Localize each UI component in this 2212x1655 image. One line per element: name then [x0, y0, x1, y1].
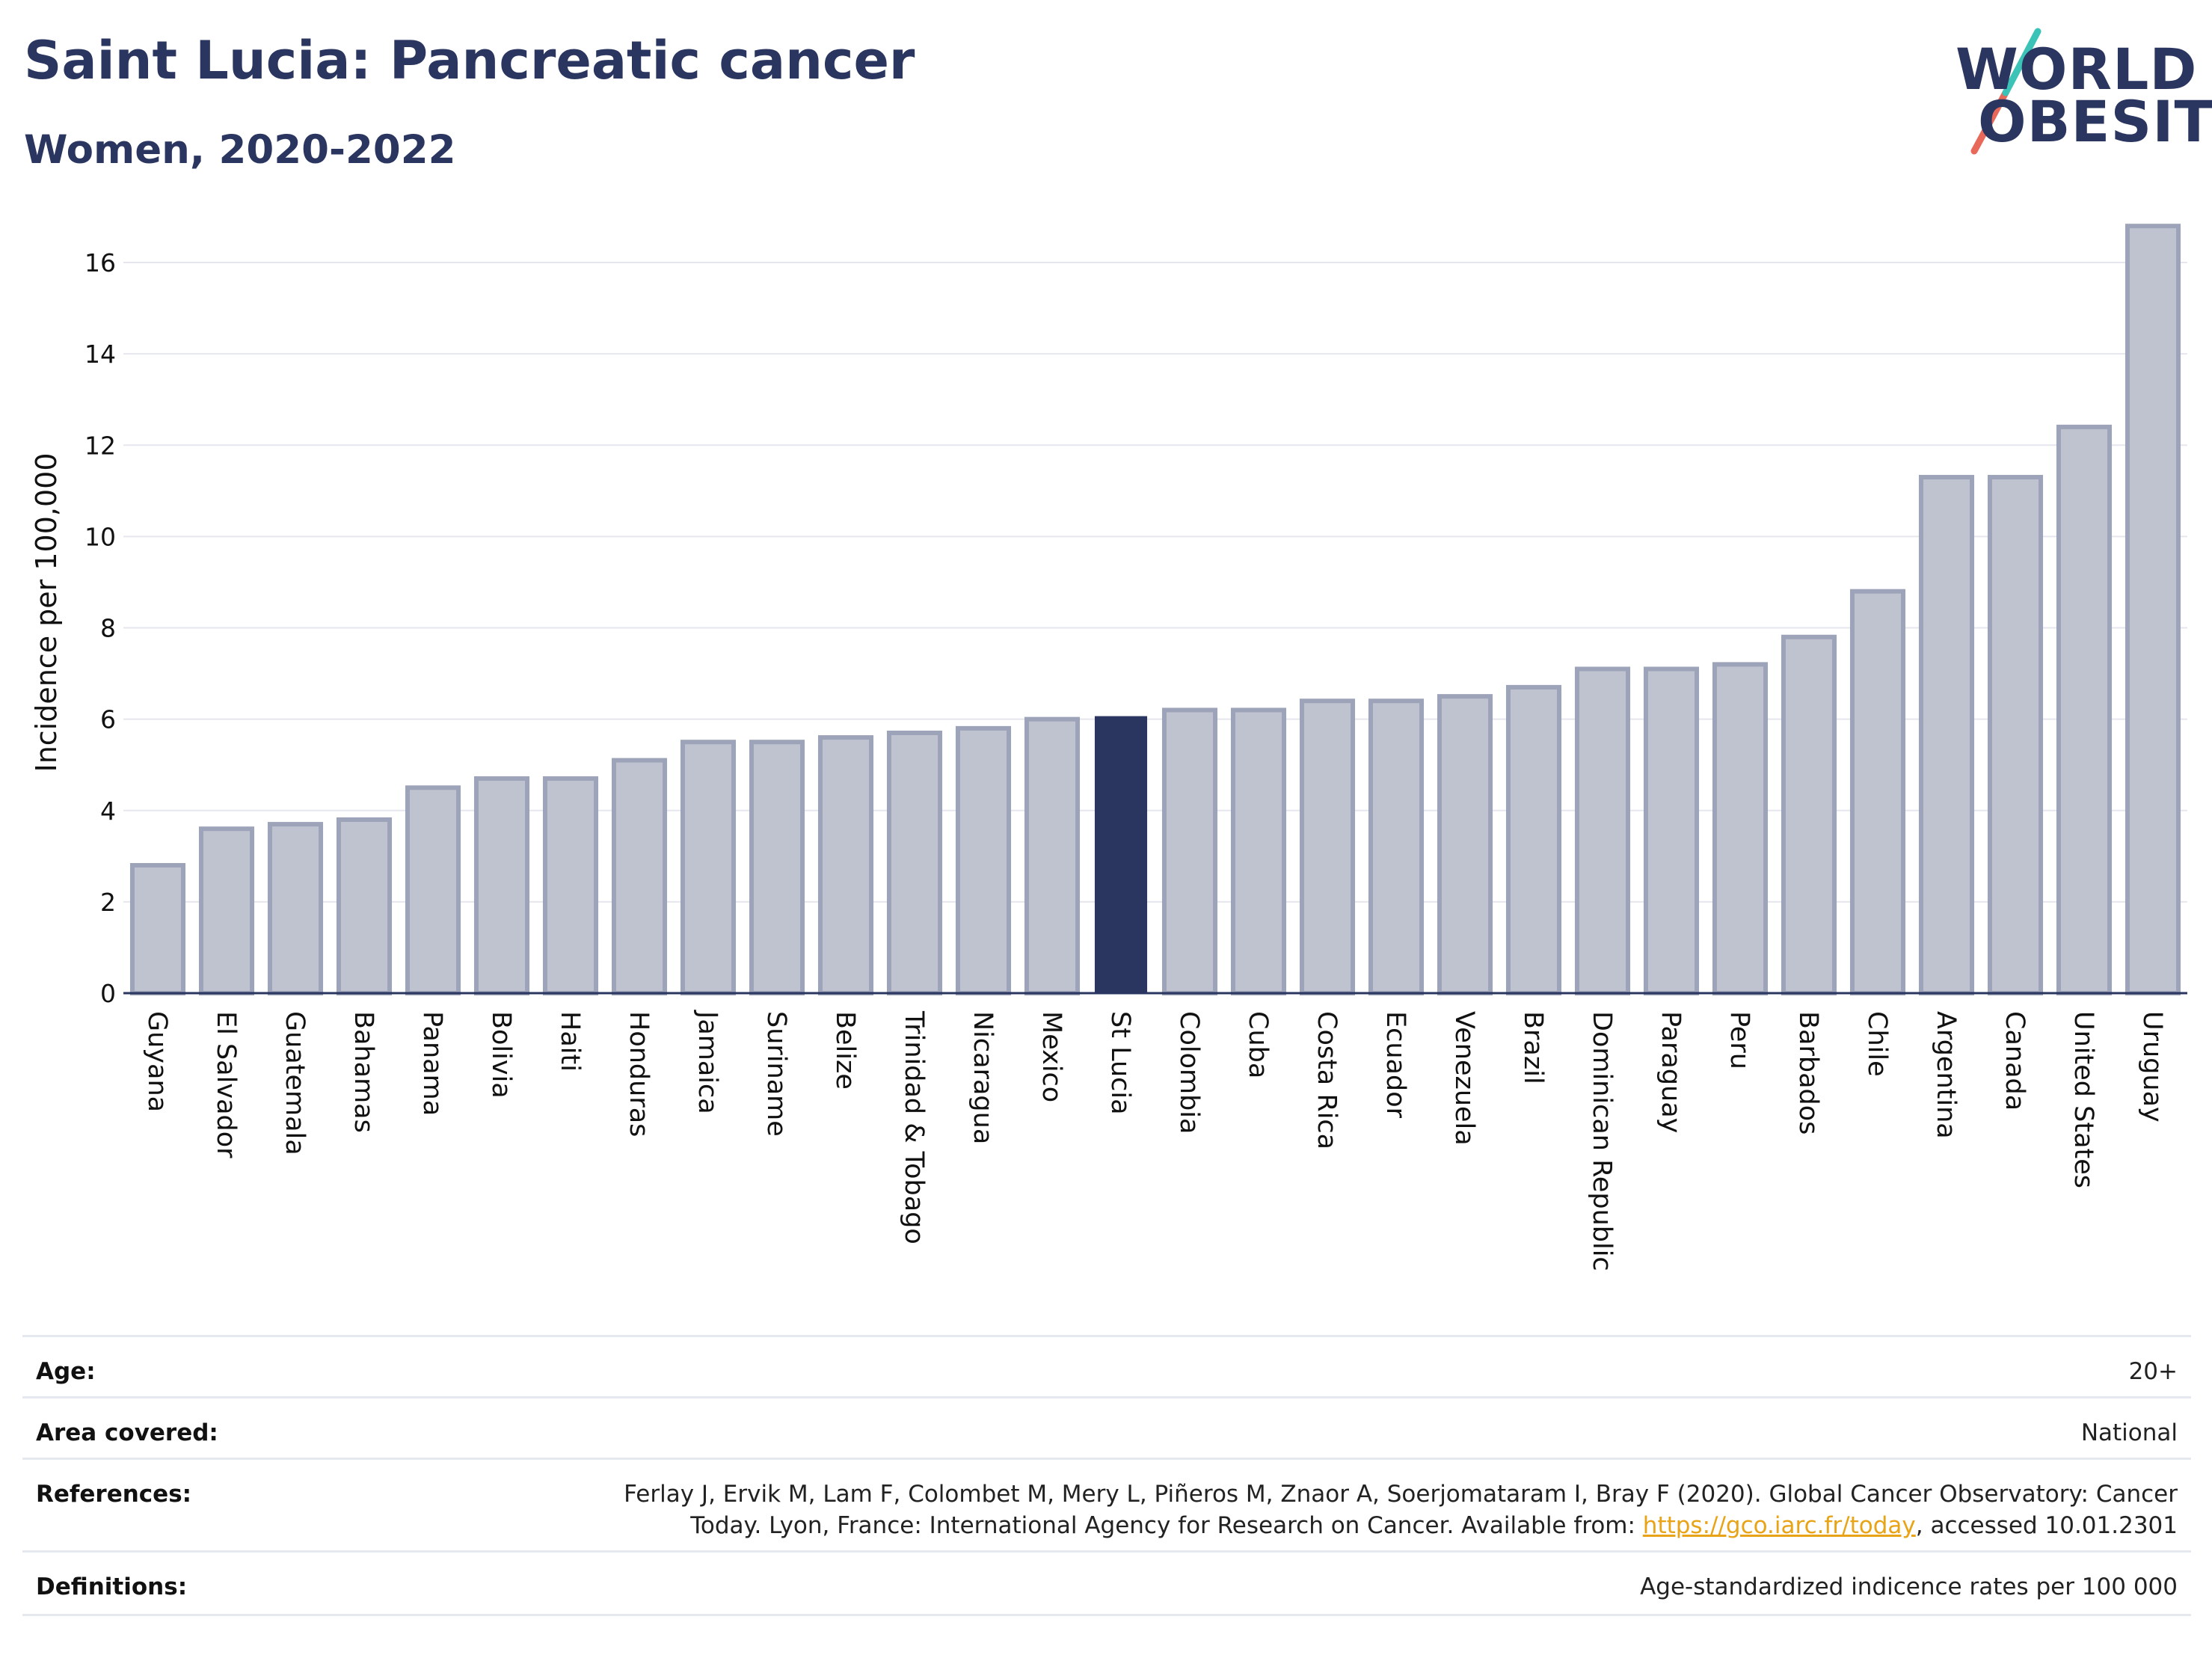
references-line2-suffix: , accessed 10.01.2301: [1915, 1512, 2178, 1539]
x-tick-label: Canada: [2000, 1011, 2030, 1111]
meta-row-references: References: Ferlay J, Ervik M, Lam F, Co…: [22, 1458, 2191, 1553]
x-tick-label: Brazil: [1518, 1011, 1548, 1084]
x-tick-label: Venezuela: [1449, 1011, 1479, 1146]
bar-chart: 0 2 4 6 8 10 12 14 16 Incidence per 100,000 Guyana…: [30, 224, 2187, 1271]
bar: [267, 822, 324, 996]
bar: [473, 776, 530, 996]
bar: [749, 740, 805, 995]
meta-row-definitions: Definitions: Age-standardized indicence …: [22, 1550, 2191, 1616]
age-value: 20+: [2128, 1358, 2178, 1385]
bar: [1574, 666, 1631, 995]
y-tick-label: 8: [100, 614, 116, 643]
chart-subtitle: Women, 2020-2022: [24, 127, 456, 173]
x-tick-label: Peru: [1724, 1011, 1754, 1069]
bar: [1230, 707, 1287, 995]
x-tick-label: Uruguay: [2137, 1011, 2167, 1123]
bar: [198, 826, 255, 995]
bar: [817, 735, 874, 996]
x-tick-label: Suriname: [761, 1011, 791, 1137]
bar: [955, 725, 1012, 995]
references-link[interactable]: https://gco.iarc.fr/today: [1642, 1512, 1916, 1539]
bar: [1024, 716, 1081, 995]
bar: [680, 740, 737, 995]
bar: [1368, 698, 1425, 995]
y-tick-label: 0: [100, 979, 116, 1008]
x-tick-label: Guatemala: [280, 1011, 310, 1155]
x-tick-label: Bahamas: [348, 1011, 378, 1133]
x-tick-label: Paraguay: [1656, 1011, 1686, 1133]
x-tick-label: Trinidad & Tobago: [899, 1010, 929, 1244]
bar: [1437, 694, 1493, 996]
y-tick-label: 10: [85, 522, 116, 551]
age-label: Age:: [36, 1358, 96, 1385]
y-tick-label: 16: [85, 248, 116, 277]
bar: [1299, 698, 1356, 995]
x-tick-label: Jamaica: [692, 1010, 722, 1114]
bar: [2125, 224, 2181, 995]
x-tick-label: Ecuador: [1380, 1011, 1410, 1119]
x-tick-label: Belize: [830, 1011, 860, 1090]
y-tick-label: 2: [100, 888, 116, 917]
definitions-value: Age-standardized indicence rates per 100…: [1640, 1573, 2178, 1600]
logo-slash-icon: [1970, 28, 2042, 155]
x-tick-label: United States: [2068, 1011, 2098, 1188]
x-tick-label: Honduras: [624, 1011, 654, 1137]
references-line2: Today. Lyon, France: International Agenc…: [690, 1512, 2178, 1539]
area-value: National: [2080, 1419, 2178, 1446]
x-tick-label: Haiti: [555, 1011, 585, 1072]
bar: [1161, 707, 1218, 995]
bar: [336, 817, 393, 995]
x-tick-label: Colombia: [1174, 1011, 1204, 1134]
bar: [1712, 662, 1769, 995]
bar: [2056, 424, 2113, 995]
y-tick-label: 4: [100, 796, 116, 826]
meta-row-age: Age: 20+: [22, 1335, 2191, 1398]
x-tick-label: St Lucia: [1105, 1011, 1135, 1115]
references-line1: Ferlay J, Ervik M, Lam F, Colombet M, Me…: [624, 1481, 2178, 1508]
bar: [1987, 475, 2044, 995]
bar: [129, 863, 186, 995]
chart-title: Saint Lucia: Pancreatic cancer: [24, 30, 915, 91]
meta-row-area: Area covered: National: [22, 1396, 2191, 1460]
world-obesity-logo: WORLD OBESITY: [1944, 22, 2212, 165]
x-tick-label: Cuba: [1243, 1011, 1273, 1078]
references-label: References:: [36, 1481, 192, 1508]
x-tick-label: Nicaragua: [968, 1011, 998, 1144]
logo-word-world: WORLD: [1956, 36, 2198, 102]
bar: [1505, 684, 1562, 995]
x-tick-label: Dominican Republic: [1587, 1011, 1617, 1271]
x-tick-label: Argentina: [1931, 1011, 1961, 1139]
x-tick-label: Chile: [1862, 1011, 1892, 1077]
bar: [1849, 589, 1906, 995]
area-label: Area covered:: [36, 1419, 218, 1446]
bar: [405, 785, 461, 996]
x-tick-label: Bolivia: [486, 1011, 516, 1099]
x-tick-label: Costa Rica: [1312, 1011, 1342, 1149]
y-tick-label: 6: [100, 705, 116, 734]
definitions-label: Definitions:: [36, 1573, 188, 1600]
bar: [1918, 475, 1975, 995]
x-tick-label: Guyana: [142, 1011, 172, 1112]
references-line2-text: Today. Lyon, France: International Agenc…: [690, 1512, 1643, 1539]
y-tick-label: 14: [85, 340, 116, 369]
y-axis-label: Incidence per 100,000: [30, 452, 63, 772]
y-tick-label: 12: [85, 431, 116, 460]
x-tick-label: El Salvador: [211, 1011, 241, 1158]
logo-word-obesity: OBESITY: [1978, 88, 2212, 155]
bar: [1781, 634, 1837, 995]
x-tick-label: Barbados: [1793, 1011, 1823, 1134]
bar: [611, 758, 668, 995]
bar: [1094, 716, 1148, 994]
x-tick-label: Mexico: [1036, 1011, 1066, 1102]
bar: [542, 776, 599, 996]
x-tick-label: Panama: [417, 1011, 447, 1116]
bar: [1643, 666, 1700, 995]
bar: [886, 730, 943, 996]
